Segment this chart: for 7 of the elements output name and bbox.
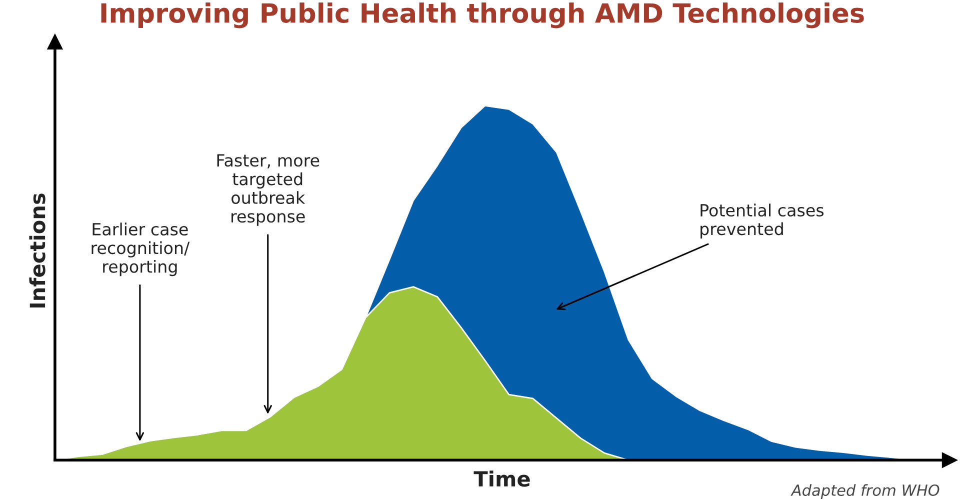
- x-axis-title: Time: [474, 470, 530, 487]
- annotation: Potential cases prevented: [700, 204, 824, 238]
- chart-title: Improving Public Health through AMD Technologies: [101, 2, 864, 28]
- annotation: Faster, more targeted outbreak response: [217, 154, 320, 226]
- text: Adapted from WHO: [790, 484, 940, 499]
- annotation: Earlier case recognition/ reporting: [92, 222, 190, 276]
- y-axis-title: Infections: [29, 194, 46, 308]
